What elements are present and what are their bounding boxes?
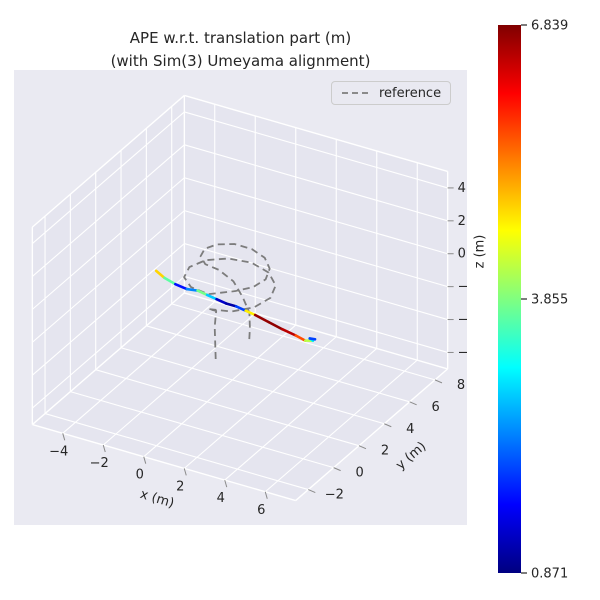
x-tick-mark (62, 433, 66, 441)
y-tick-label: 6 (431, 400, 439, 415)
trajectory-segment (163, 276, 177, 286)
x-tick-mark (224, 479, 228, 488)
grid-line (184, 210, 448, 288)
grid-line (32, 144, 185, 277)
colorbar-bar (498, 25, 521, 573)
y-tick-label: 2 (381, 444, 389, 459)
x-tick-mark (264, 491, 268, 499)
z-tick-label: 2 (458, 214, 466, 229)
y-tick-mark (434, 379, 443, 384)
x-tick-mark (143, 456, 147, 464)
plot-3d-axes: −4 −2 0 2 4 6 −2 0 2 4 6 8 −6 −4 −2 0 2 4 x (m) y (m) (31, 94, 467, 518)
trajectory-segment (280, 327, 298, 337)
grid-line (102, 312, 256, 446)
plot-title: APE w.r.t. translation part (m) (with Si… (14, 27, 467, 72)
grid-line (295, 368, 449, 502)
grid-line (184, 275, 448, 353)
floor-pane (32, 292, 448, 501)
x-tick-mark (183, 468, 187, 476)
title-line-2: (with Sim(3) Umeyama alignment) (110, 51, 371, 70)
y-tick-mark (358, 445, 367, 450)
trajectory-segment (294, 334, 307, 342)
grid-line (32, 210, 185, 343)
grid-line (32, 111, 185, 244)
grid-line (143, 324, 297, 458)
y-tick-mark (333, 467, 341, 472)
grid-line (184, 292, 448, 370)
grid-line (32, 243, 185, 376)
x-tick-mark (102, 444, 106, 453)
trajectory-segment (154, 269, 166, 280)
y-tick-label: 0 (355, 466, 363, 481)
z-tick-label: −6 (458, 345, 467, 360)
z-tick-label: −4 (458, 313, 467, 328)
legend-label-reference: reference (379, 85, 442, 101)
trajectory-segment (253, 313, 271, 324)
grid-line (184, 177, 448, 255)
grid-line (120, 347, 385, 425)
trajectory-segment (196, 289, 209, 297)
grid-line (146, 325, 410, 403)
grid-line (184, 144, 448, 222)
x-tick-label: 0 (136, 468, 144, 483)
legend: reference (331, 81, 452, 105)
y-tick-label: 8 (457, 378, 465, 393)
colorbar: 0.871 3.855 6.839 (498, 19, 568, 582)
y-tick-mark (384, 423, 392, 428)
x-tick-label: 4 (217, 491, 225, 506)
grid-line (264, 359, 418, 493)
y-tick-label: 4 (406, 422, 414, 437)
y-tick-mark (308, 489, 316, 494)
grid-line (95, 369, 360, 447)
grid-line (184, 243, 448, 321)
x-tick-label: −4 (49, 444, 68, 459)
z-tick-label: −2 (458, 280, 467, 295)
z-tick-label: 4 (458, 181, 466, 196)
z-axis-label: z (m) (472, 234, 488, 269)
reference-line-sample (342, 92, 370, 94)
trajectory-segment (234, 305, 247, 313)
y-axis-label: y (m) (393, 439, 429, 473)
z-tick-label: 0 (458, 247, 466, 262)
x-tick-label: 2 (176, 479, 184, 494)
trajectory-segment (224, 302, 238, 308)
grid-line (44, 413, 309, 491)
x-axis-label: x (m) (138, 487, 176, 511)
grid-line (183, 336, 337, 469)
grid-line (32, 276, 185, 409)
x-tick-label: 6 (257, 503, 265, 518)
trajectory-segment (267, 320, 284, 331)
colorbar-tick-label: 3.855 (531, 293, 568, 308)
colorbar-tick-label: 0.871 (531, 567, 568, 582)
reference-trajectory (183, 243, 277, 360)
trajectory-segment (174, 282, 189, 291)
colorbar-tick-label: 6.839 (531, 19, 568, 34)
x-tick-label: −2 (90, 456, 109, 471)
y-tick-mark (409, 401, 417, 406)
grid-line (32, 423, 296, 502)
trajectory-segment (215, 297, 228, 305)
grid-line (62, 301, 216, 434)
trajectory-segment (244, 309, 257, 317)
y-tick-label: −2 (325, 488, 344, 503)
grid-line (224, 348, 378, 481)
trajectory-segment (185, 287, 199, 292)
grid-line (31, 292, 185, 426)
grid-line (171, 303, 436, 381)
grid-line (32, 177, 185, 310)
grid-line (184, 94, 448, 173)
grid-line (70, 391, 334, 469)
grid-line (31, 94, 185, 228)
title-line-1: APE w.r.t. translation part (m) (129, 29, 352, 47)
grid-line (184, 111, 448, 189)
trajectory-segment (308, 337, 317, 341)
trajectory-segment (205, 293, 218, 301)
